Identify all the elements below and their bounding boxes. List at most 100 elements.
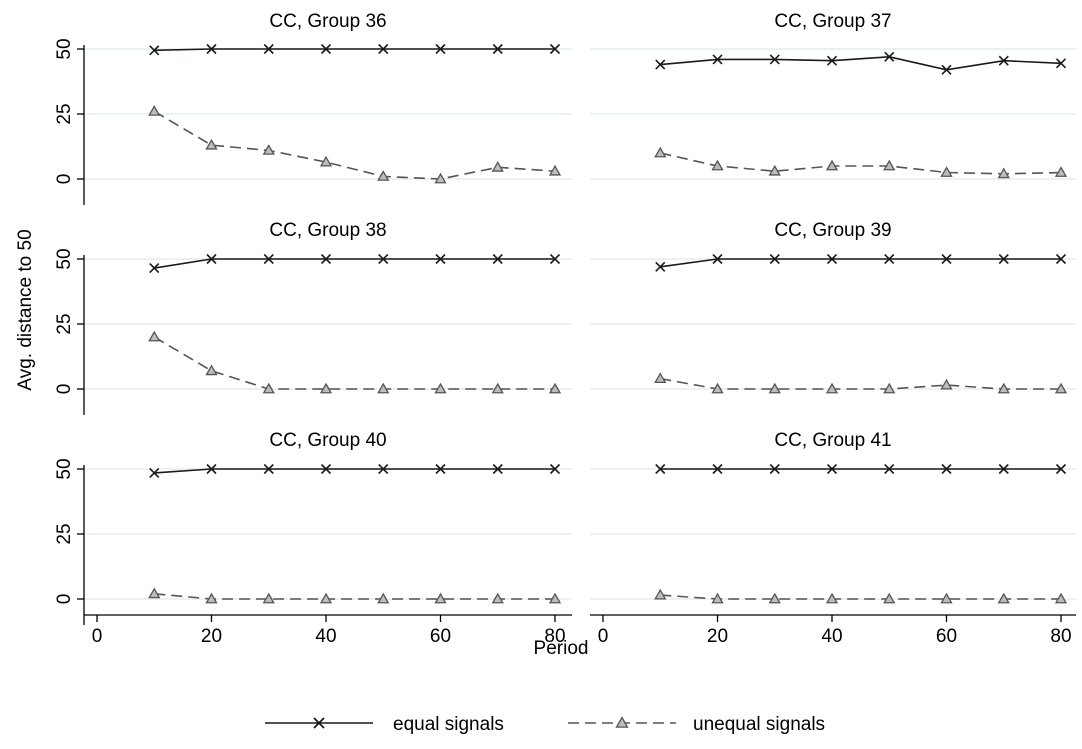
data-point-equal [998,253,1009,265]
series-line-equal [660,258,1061,268]
data-point-equal [206,43,217,55]
panel-3: CC, Group 38 [84,220,572,394]
data-point-unequal [883,592,896,604]
data-point-unequal [1054,592,1068,604]
data-point-equal [263,43,274,55]
data-point-equal [549,253,561,265]
data-point-equal [655,261,666,272]
data-point-unequal [997,382,1010,394]
series-line-equal [154,48,555,52]
data-point-equal [712,54,723,65]
data-point-equal [769,253,780,265]
data-point-equal [1055,463,1067,475]
data-point-unequal [711,382,724,394]
data-point-equal [378,463,389,475]
y-tick-label: 50 [54,248,75,269]
data-point-unequal [205,592,218,604]
legend-marker-equal [313,717,325,729]
legend-marker-unequal [615,716,629,728]
y-tick-label: 0 [54,594,75,605]
data-point-unequal [654,588,667,600]
y-tick-label: 0 [54,174,75,185]
y-tick-label: 25 [54,103,75,124]
legend-label-unequal: unequal signals [693,714,825,735]
data-point-equal [206,253,217,265]
series-line-unequal [660,377,1061,390]
data-point-equal [149,45,160,56]
data-point-unequal [768,382,781,394]
series-line-unequal [153,110,556,180]
panel-title: CC, Group 37 [774,11,891,32]
panel-title: CC, Group 41 [774,430,891,451]
panel-title: CC, Group 40 [269,430,386,451]
data-point-equal [320,43,332,55]
x-tick-label: 80 [544,626,565,647]
legend: equal signals unequal signals [265,714,825,735]
x-tick-label: 0 [92,626,103,647]
data-point-equal [435,463,446,475]
data-point-equal [998,463,1009,475]
data-point-equal [769,54,780,65]
x-tick-label: 80 [1050,626,1071,647]
data-point-equal [378,43,389,55]
data-point-unequal [548,592,562,604]
data-point-unequal [940,378,953,390]
x-tick-label: 20 [707,626,728,647]
y-tick-label: 0 [54,384,75,395]
data-point-equal [941,253,952,265]
data-point-unequal [940,166,953,177]
data-point-equal [149,263,160,274]
data-point-equal [1055,253,1067,265]
data-point-equal [884,51,895,62]
x-tick-label: 60 [936,626,957,647]
data-point-unequal [825,382,839,394]
data-point-equal [549,463,561,475]
data-point-unequal [940,592,953,604]
data-point-unequal [434,382,447,394]
data-point-unequal [262,382,275,394]
data-point-unequal [654,372,667,383]
data-point-equal [435,43,446,55]
panel-4: CC, Group 39 [590,220,1076,394]
data-point-unequal [319,155,333,167]
data-point-unequal [434,172,447,184]
data-point-equal [655,463,666,475]
data-point-equal [941,463,952,475]
panel-title: CC, Group 38 [269,220,386,241]
y-tick-label: 50 [54,458,75,479]
data-point-unequal [205,138,218,150]
legend-label-equal: equal signals [393,714,504,735]
series-line-equal [154,468,555,474]
data-point-unequal [377,382,390,394]
series-line-equal [154,258,555,269]
data-point-equal [263,463,274,475]
data-point-unequal [825,159,839,171]
data-point-unequal [491,382,504,394]
data-point-unequal [319,382,333,394]
data-point-unequal [434,592,447,604]
data-point-unequal [377,170,390,181]
data-point-unequal [883,382,896,394]
data-point-equal [549,43,561,55]
data-point-equal [492,43,503,55]
data-point-equal [884,463,895,475]
data-point-unequal [768,164,781,176]
data-point-equal [378,253,389,265]
data-point-equal [1055,58,1067,69]
data-point-equal [941,64,952,75]
data-point-unequal [711,159,724,171]
data-point-equal [998,55,1009,66]
data-point-equal [769,463,780,475]
data-point-unequal [654,146,667,158]
series-line-unequal [660,152,1062,175]
data-point-equal [826,463,838,475]
data-point-unequal [1054,382,1068,394]
axes-layer: 0 25 50 0 25 50 0 25 50 0 20 40 60 80 0 20 40 60 80 [54,38,1076,647]
data-point-unequal [491,160,504,172]
data-point-equal [206,463,217,475]
data-point-unequal [148,587,161,599]
panel-1: CC, Group 36 [84,11,572,184]
data-point-unequal [548,164,562,176]
legend-item-equal: equal signals [265,714,504,735]
